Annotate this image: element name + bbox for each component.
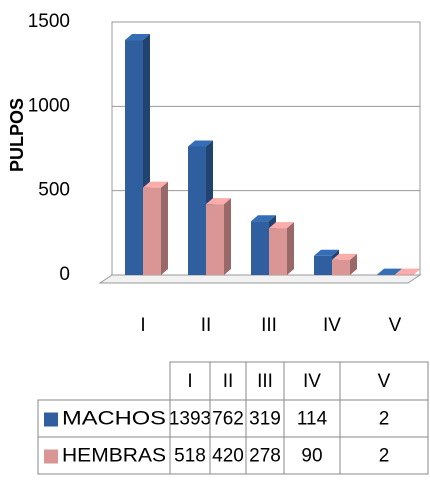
bar-top	[125, 34, 150, 41]
table-value: 518	[174, 446, 206, 467]
table-value: 420	[212, 446, 244, 467]
bar-top	[377, 268, 402, 275]
table-header: III	[257, 371, 273, 392]
bar-side	[350, 253, 357, 275]
x-tick-label: I	[140, 315, 145, 336]
bar-side	[287, 222, 294, 275]
table-value: 90	[301, 446, 322, 467]
y-tick-label: 500	[38, 180, 70, 201]
legend-swatch	[44, 449, 58, 464]
y-tick-label: 1000	[28, 95, 70, 116]
bar-side	[224, 198, 231, 275]
y-axis-title: PULPOS	[7, 98, 27, 172]
table-header: V	[378, 371, 391, 392]
bar	[332, 259, 350, 275]
x-tick-label: II	[201, 315, 212, 336]
table-value: 1393	[169, 409, 211, 430]
bar	[251, 221, 269, 275]
x-tick-label: IV	[323, 315, 341, 336]
x-tick-label: V	[389, 315, 402, 336]
bar-side	[161, 181, 168, 275]
bar-top	[251, 215, 276, 222]
table-value: 762	[212, 409, 244, 430]
y-tick-label: 0	[59, 264, 70, 285]
table-header: I	[187, 371, 192, 392]
bar-top	[143, 181, 168, 188]
bar-top	[332, 253, 357, 260]
table-value: 2	[379, 409, 390, 430]
table-value: 278	[249, 446, 281, 467]
bar	[125, 40, 143, 275]
legend-label: MACHOS	[62, 409, 166, 430]
bar	[269, 228, 287, 275]
table-header: IV	[303, 371, 321, 392]
bar-side	[413, 268, 420, 275]
bar	[314, 255, 332, 275]
bar-top	[395, 268, 420, 275]
table-value: 114	[297, 409, 328, 430]
floor	[98, 274, 422, 284]
y-tick-label: 1500	[28, 11, 70, 32]
bar-top	[269, 222, 294, 229]
bar	[143, 187, 161, 275]
bar-top	[314, 249, 339, 256]
bar-top	[206, 198, 231, 205]
legend-swatch	[44, 412, 58, 427]
table-header: II	[223, 371, 234, 392]
bar	[206, 204, 224, 275]
legend-label: HEMBRAS	[62, 446, 166, 467]
bar-top	[188, 140, 213, 147]
x-tick-label: III	[261, 315, 277, 336]
bar	[188, 146, 206, 275]
table-value: 2	[379, 446, 390, 467]
table-cell	[339, 436, 429, 475]
table-value: 319	[249, 409, 281, 430]
